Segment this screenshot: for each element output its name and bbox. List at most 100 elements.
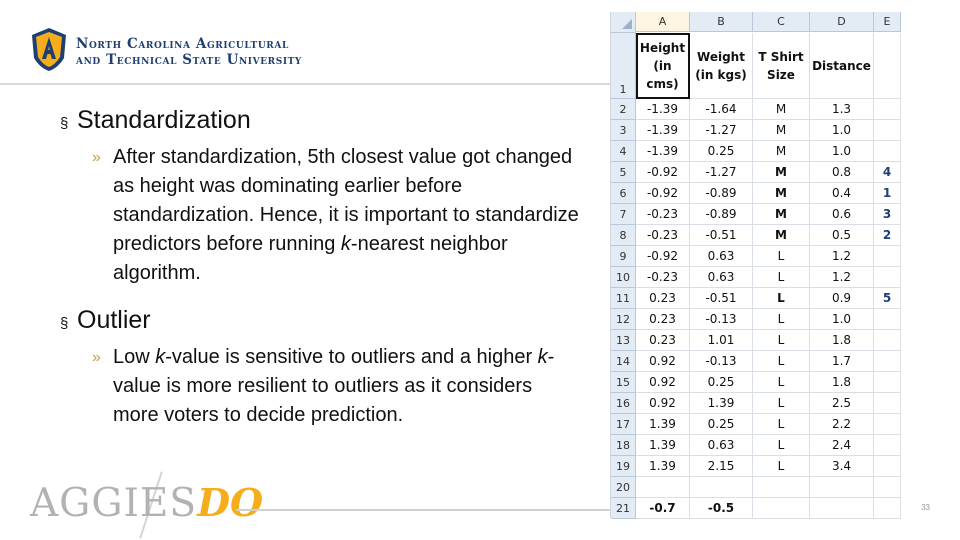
- row-header: 19: [611, 456, 636, 477]
- cell-e: [874, 351, 901, 372]
- cell-b: -0.13: [690, 351, 753, 372]
- cell-c: M: [753, 225, 810, 246]
- column-header-d: D: [810, 12, 874, 32]
- cell-e: [874, 456, 901, 477]
- cell-c: M: [753, 204, 810, 225]
- footer-divider: [236, 509, 612, 511]
- text-run: -value is sensitive to outliers and a hi…: [165, 346, 538, 368]
- cell-d: 1.8: [810, 372, 874, 393]
- row-header: 3: [611, 120, 636, 141]
- brand-aggies-text: AGGIES: [30, 481, 198, 526]
- bullet-square-icon: §: [60, 115, 69, 132]
- cell-e: [874, 330, 901, 351]
- column-header-b: B: [690, 12, 753, 32]
- university-line-2: and Technical State University: [76, 52, 302, 68]
- cell-a: -0.92: [636, 162, 690, 183]
- cell-e: [874, 246, 901, 267]
- bullet-title: Standardization: [77, 106, 251, 134]
- cell-a: -0.23: [636, 204, 690, 225]
- cell-e: [874, 414, 901, 435]
- cell-a: 0.92: [636, 372, 690, 393]
- cell-c: L: [753, 393, 810, 414]
- text-run: Low: [113, 346, 156, 368]
- cell-e: [874, 477, 901, 498]
- cell-c: L: [753, 246, 810, 267]
- cell-a: [636, 477, 690, 498]
- cell-b: -1.27: [690, 120, 753, 141]
- cell-e: [874, 99, 901, 120]
- row-header: 18: [611, 435, 636, 456]
- cell-d: 0.8: [810, 162, 874, 183]
- row-header: 21: [611, 498, 636, 519]
- cell-b: 0.63: [690, 267, 753, 288]
- header-cell-d: Distance: [810, 33, 874, 99]
- cell-e: 4: [874, 162, 901, 183]
- bullet-level2: » After standardization, 5th closest valu…: [92, 143, 580, 288]
- row-header: 9: [611, 246, 636, 267]
- spreadsheet-screenshot: A B C D E 1 Height (in cms) Weight (in kgs) T Sh…: [610, 12, 901, 519]
- row-header: 15: [611, 372, 636, 393]
- cell-a: 0.23: [636, 309, 690, 330]
- row-header: 4: [611, 141, 636, 162]
- cell-d: 2.5: [810, 393, 874, 414]
- cell-e: [874, 141, 901, 162]
- cell-a: -0.92: [636, 246, 690, 267]
- chevron-bullet-icon: »: [92, 349, 101, 366]
- brand-do-text: DO: [197, 480, 264, 525]
- row-header: 20: [611, 477, 636, 498]
- bullet-title: Outlier: [77, 306, 151, 334]
- cell-c: M: [753, 162, 810, 183]
- cell-c: L: [753, 456, 810, 477]
- cell-d: 3.4: [810, 456, 874, 477]
- cell-e: [874, 120, 901, 141]
- cell-a: 1.39: [636, 435, 690, 456]
- cell-a: 0.23: [636, 330, 690, 351]
- cell-c: L: [753, 330, 810, 351]
- text-run: -value is more resilient to outliers as …: [113, 346, 555, 426]
- row-header: 16: [611, 393, 636, 414]
- column-header-a: A: [636, 12, 690, 32]
- cell-a: -0.23: [636, 225, 690, 246]
- slide-body: § Standardization » After standardization, …: [60, 106, 580, 448]
- row-header: 12: [611, 309, 636, 330]
- cell-a: -1.39: [636, 141, 690, 162]
- bullet-text: Low k-value is sensitive to outliers and…: [113, 343, 580, 430]
- cell-d: 1.0: [810, 141, 874, 162]
- select-all-corner: [611, 12, 636, 33]
- cell-b: -1.64: [690, 99, 753, 120]
- cell-d: 2.2: [810, 414, 874, 435]
- cell-d: 0.6: [810, 204, 874, 225]
- cell-c: [753, 477, 810, 498]
- cell-a: -0.92: [636, 183, 690, 204]
- cell-d: 1.0: [810, 120, 874, 141]
- cell-e: 5: [874, 288, 901, 309]
- bullet-level2: » Low k-value is sensitive to outliers an…: [92, 343, 580, 430]
- cell-c: L: [753, 435, 810, 456]
- row-header: 7: [611, 204, 636, 225]
- cell-e: [874, 435, 901, 456]
- header-cell-c: T Shirt Size: [753, 33, 810, 99]
- cell-c: L: [753, 288, 810, 309]
- cell-d: 0.9: [810, 288, 874, 309]
- page-number: 33: [921, 503, 930, 512]
- cell-b: -1.27: [690, 162, 753, 183]
- cell-e: [874, 309, 901, 330]
- row-header: 10: [611, 267, 636, 288]
- aggie-shield-logo-icon: [32, 28, 66, 71]
- cell-b: -0.51: [690, 225, 753, 246]
- cell-b: 2.15: [690, 456, 753, 477]
- cell-b: 1.39: [690, 393, 753, 414]
- cell-c: L: [753, 372, 810, 393]
- cell-d: 1.0: [810, 309, 874, 330]
- row-header: 2: [611, 99, 636, 120]
- italic-k: k: [155, 346, 166, 368]
- row-header: 17: [611, 414, 636, 435]
- cell-a: 1.39: [636, 414, 690, 435]
- bullet-square-icon: §: [60, 315, 69, 332]
- cell-b: 0.25: [690, 141, 753, 162]
- cell-b: 1.01: [690, 330, 753, 351]
- column-header-e: E: [874, 12, 901, 32]
- text-run: After standardization, 5th closest value…: [113, 146, 579, 255]
- cell-c: M: [753, 183, 810, 204]
- text-run: -nearest neighbor algorithm.: [113, 233, 508, 284]
